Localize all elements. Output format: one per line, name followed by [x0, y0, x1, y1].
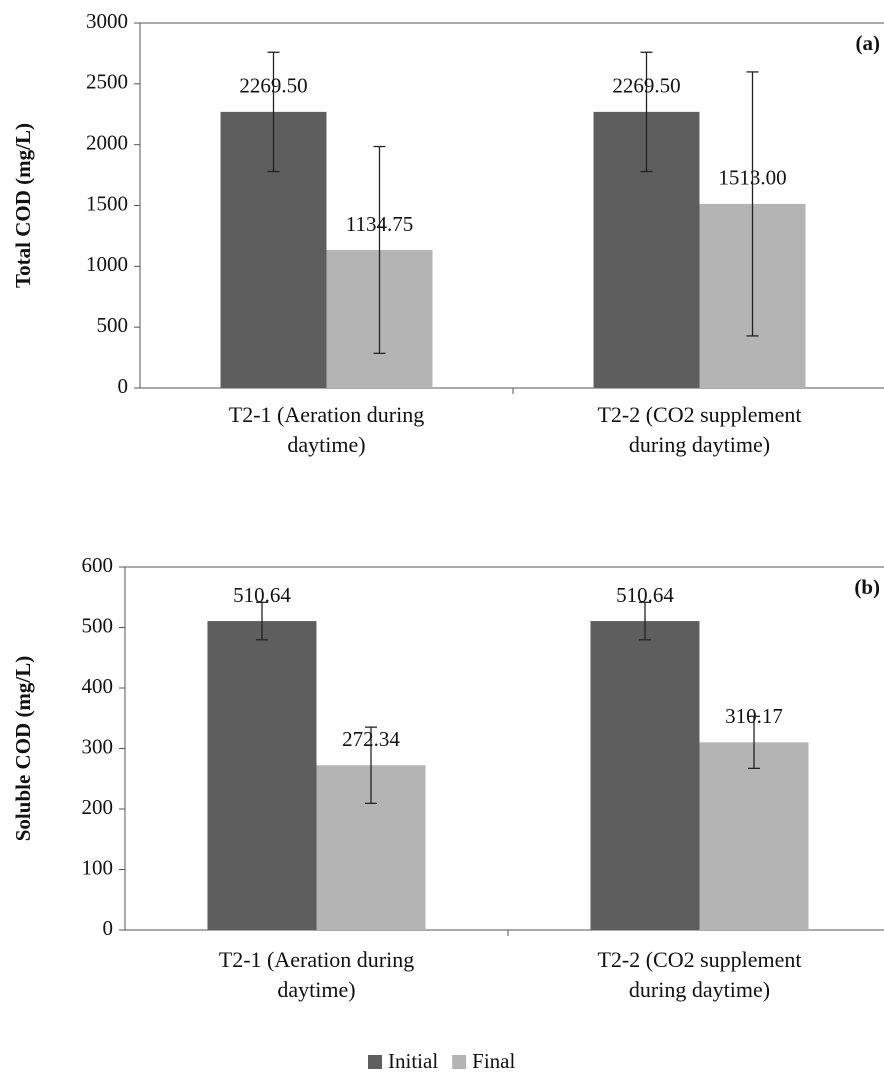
x-tick-label-box: T2-1 (Aeration during daytime) [218, 947, 415, 1002]
y-tick-label: 0 [118, 374, 129, 398]
data-label: 510.64 [233, 583, 291, 607]
x-tick-label-box: T2-2 (CO2 supplement during daytime) [597, 402, 802, 457]
panel-label: (b) [854, 575, 880, 599]
bar [207, 621, 317, 930]
y-tick-label: 0 [103, 916, 114, 940]
y-axis-label: Total COD (mg/L) [11, 123, 35, 288]
x-tick-label-box: T2-2 (CO2 supplement during daytime) [597, 947, 802, 1002]
y-tick-label: 3000 [86, 9, 128, 33]
legend-label: Initial [388, 1049, 438, 1073]
panel-label: (a) [856, 31, 881, 55]
y-tick-label: 600 [82, 553, 114, 577]
x-tick-label: T2-2 (CO2 supplement during daytime) [597, 402, 802, 457]
y-tick-label: 400 [82, 674, 114, 698]
bar [590, 621, 700, 930]
data-label: 2269.50 [239, 74, 307, 98]
y-tick-label: 2500 [86, 70, 128, 94]
data-label: 272.34 [342, 727, 400, 751]
x-tick-label: T2-2 (CO2 supplement during daytime) [597, 947, 802, 1002]
data-label: 310.17 [725, 704, 783, 728]
y-tick-label: 100 [82, 855, 114, 879]
y-tick-label: 200 [82, 795, 114, 819]
x-tick-label: T2-1 (Aeration during daytime) [218, 947, 415, 1002]
legend-swatch [452, 1055, 467, 1069]
y-axis-label: Soluble COD (mg/L) [11, 656, 35, 842]
y-tick-label: 300 [82, 734, 114, 758]
data-label: 1513.00 [718, 166, 786, 190]
y-tick-label: 2000 [86, 130, 128, 154]
y-tick-label: 500 [82, 613, 114, 637]
x-tick-label: T2-1 (Aeration during daytime) [228, 402, 425, 457]
y-tick-label: 1500 [86, 191, 128, 215]
bar [699, 742, 809, 930]
data-label: 2269.50 [612, 74, 680, 98]
data-label: 1134.75 [346, 212, 413, 236]
y-tick-label: 1000 [86, 252, 128, 276]
legend-label: Final [472, 1049, 515, 1073]
x-tick-label-box: T2-1 (Aeration during daytime) [228, 402, 425, 457]
data-label: 510.64 [616, 583, 674, 607]
y-tick-label: 500 [97, 313, 129, 337]
legend-swatch [368, 1055, 382, 1069]
